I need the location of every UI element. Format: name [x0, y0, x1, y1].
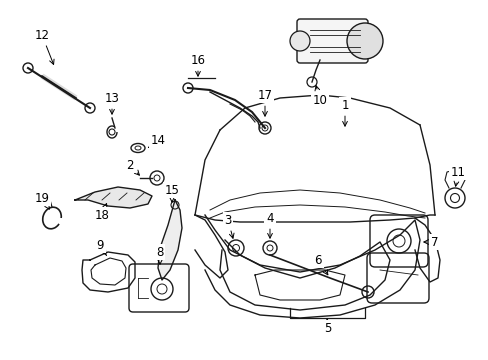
Text: 5: 5	[324, 319, 331, 334]
Text: 15: 15	[164, 184, 179, 202]
Text: 3: 3	[224, 213, 234, 238]
Text: 9: 9	[96, 239, 106, 256]
Text: 6: 6	[314, 253, 327, 275]
Text: 2: 2	[126, 158, 139, 175]
Text: 11: 11	[449, 166, 465, 186]
Polygon shape	[75, 187, 152, 208]
Polygon shape	[158, 200, 182, 280]
Text: 19: 19	[35, 192, 49, 209]
Text: 12: 12	[35, 28, 54, 64]
Text: 13: 13	[104, 91, 119, 114]
Text: 4: 4	[265, 212, 273, 238]
Text: 16: 16	[190, 54, 205, 76]
Circle shape	[289, 31, 309, 51]
FancyBboxPatch shape	[296, 19, 367, 63]
Text: 14: 14	[148, 134, 165, 148]
Text: 1: 1	[341, 99, 348, 126]
Text: 7: 7	[423, 235, 438, 248]
Text: 8: 8	[156, 246, 163, 264]
Text: 18: 18	[94, 203, 109, 221]
Text: 10: 10	[312, 86, 327, 107]
Circle shape	[346, 23, 382, 59]
Text: 17: 17	[257, 89, 272, 116]
